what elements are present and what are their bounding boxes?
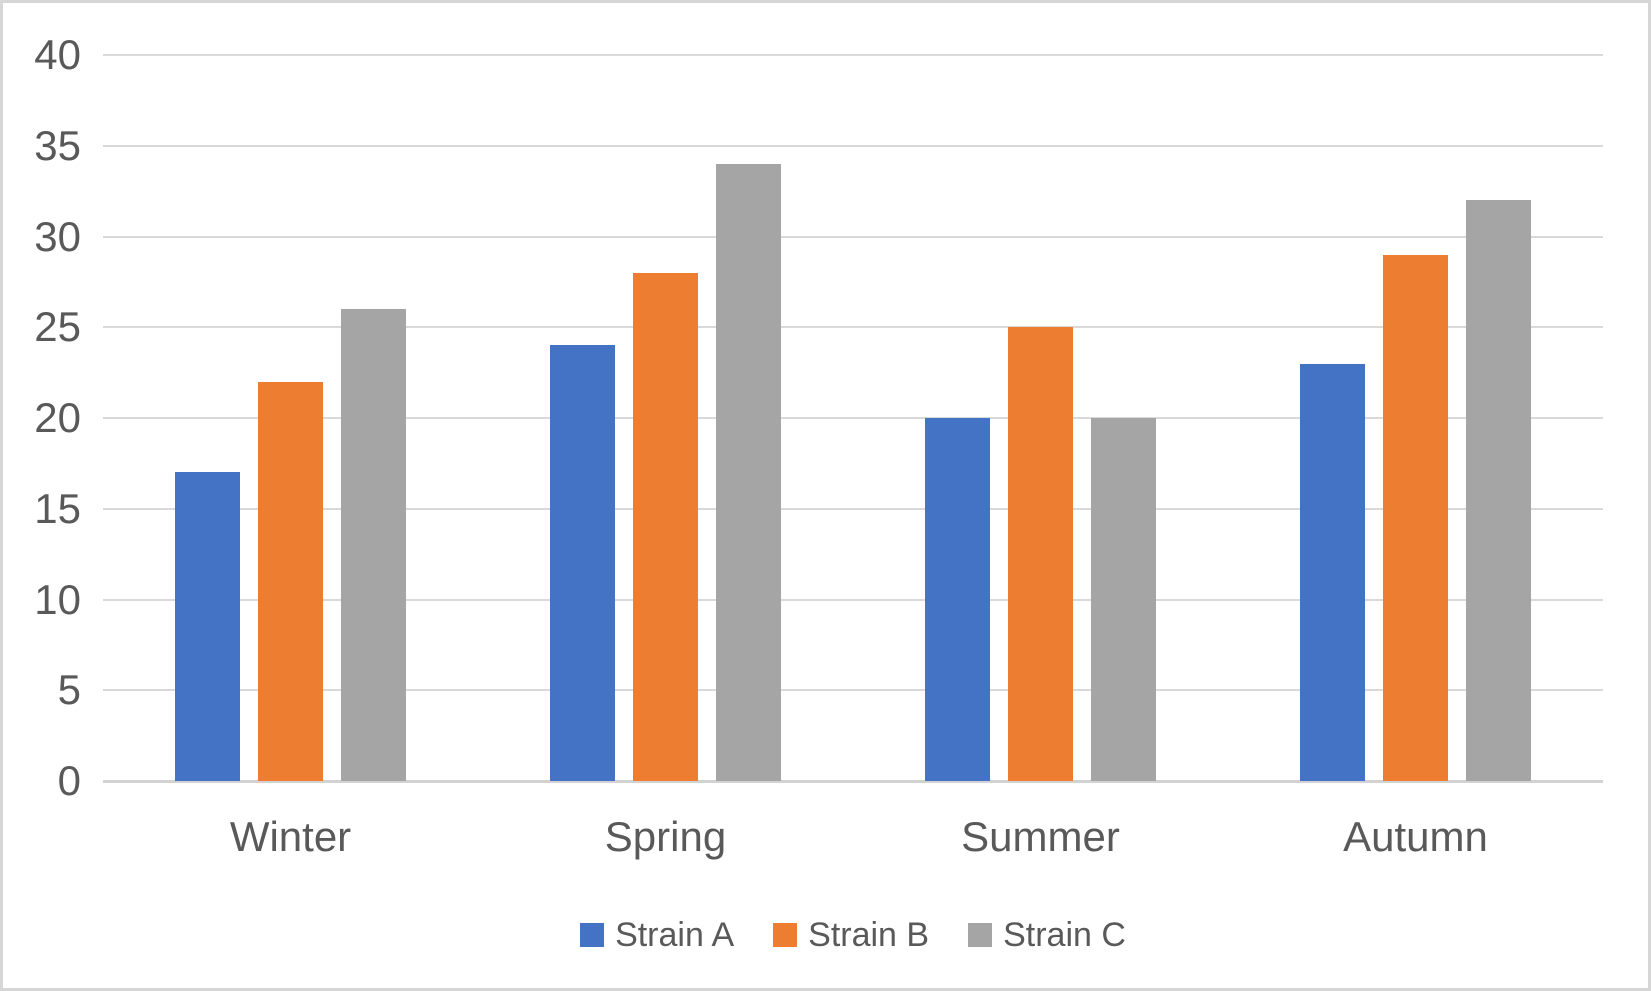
y-tick-label: 15 — [34, 484, 81, 532]
gridline — [103, 417, 1603, 419]
gridline — [103, 235, 1603, 238]
legend-label: Strain B — [808, 916, 930, 954]
bar-strain-b-winter — [258, 381, 323, 781]
y-tick-label: 25 — [34, 303, 81, 351]
legend-item-strain-b: Strain B — [773, 915, 929, 955]
gridline — [103, 144, 1603, 147]
gridline — [103, 54, 1603, 56]
gridline — [103, 689, 1603, 692]
x-axis-line — [103, 780, 1603, 783]
bar-strain-c-autumn — [1466, 200, 1531, 781]
y-tick-label: 20 — [34, 394, 81, 441]
legend-label: Strain A — [615, 916, 735, 954]
bar-strain-a-autumn — [1300, 363, 1365, 781]
bar-group-winter — [175, 55, 406, 781]
legend-item-strain-c: Strain C — [968, 915, 1126, 955]
bar-group-autumn — [1300, 55, 1531, 781]
gridline — [103, 598, 1603, 601]
y-tick-label: 40 — [34, 31, 81, 78]
bar-strain-a-summer — [925, 418, 990, 781]
plot-area — [103, 54, 1603, 783]
bar-group-summer — [925, 55, 1156, 781]
y-tick-label: 5 — [57, 666, 81, 714]
bar-strain-a-winter — [175, 472, 240, 781]
legend-swatch-icon — [773, 923, 798, 947]
category-label-winter: Winter — [229, 813, 352, 860]
y-tick-label: 30 — [34, 212, 81, 260]
bar-strain-b-spring — [633, 272, 698, 781]
category-label-spring: Spring — [604, 813, 727, 860]
bar-strain-c-summer — [1091, 418, 1156, 781]
bar-group-spring — [550, 55, 781, 781]
legend-swatch-icon — [580, 923, 605, 947]
y-tick-label: 35 — [34, 121, 81, 169]
bar-strain-b-autumn — [1383, 254, 1448, 781]
bar-strain-c-spring — [716, 163, 781, 781]
bar-strain-b-summer — [1008, 327, 1073, 781]
legend-item-strain-a: Strain A — [580, 915, 734, 955]
legend: Strain A Strain B Strain C — [103, 915, 1603, 955]
legend-swatch-icon — [968, 923, 993, 947]
y-tick-label: 10 — [34, 575, 81, 623]
gridline — [103, 326, 1603, 329]
legend-label: Strain C — [1003, 916, 1126, 954]
y-tick-label: 0 — [57, 757, 81, 804]
bar-strain-a-spring — [550, 345, 615, 781]
category-label-summer: Summer — [961, 813, 1120, 860]
category-label-autumn: Autumn — [1343, 813, 1488, 860]
gridline — [103, 507, 1603, 510]
bar-strain-c-winter — [341, 309, 406, 781]
